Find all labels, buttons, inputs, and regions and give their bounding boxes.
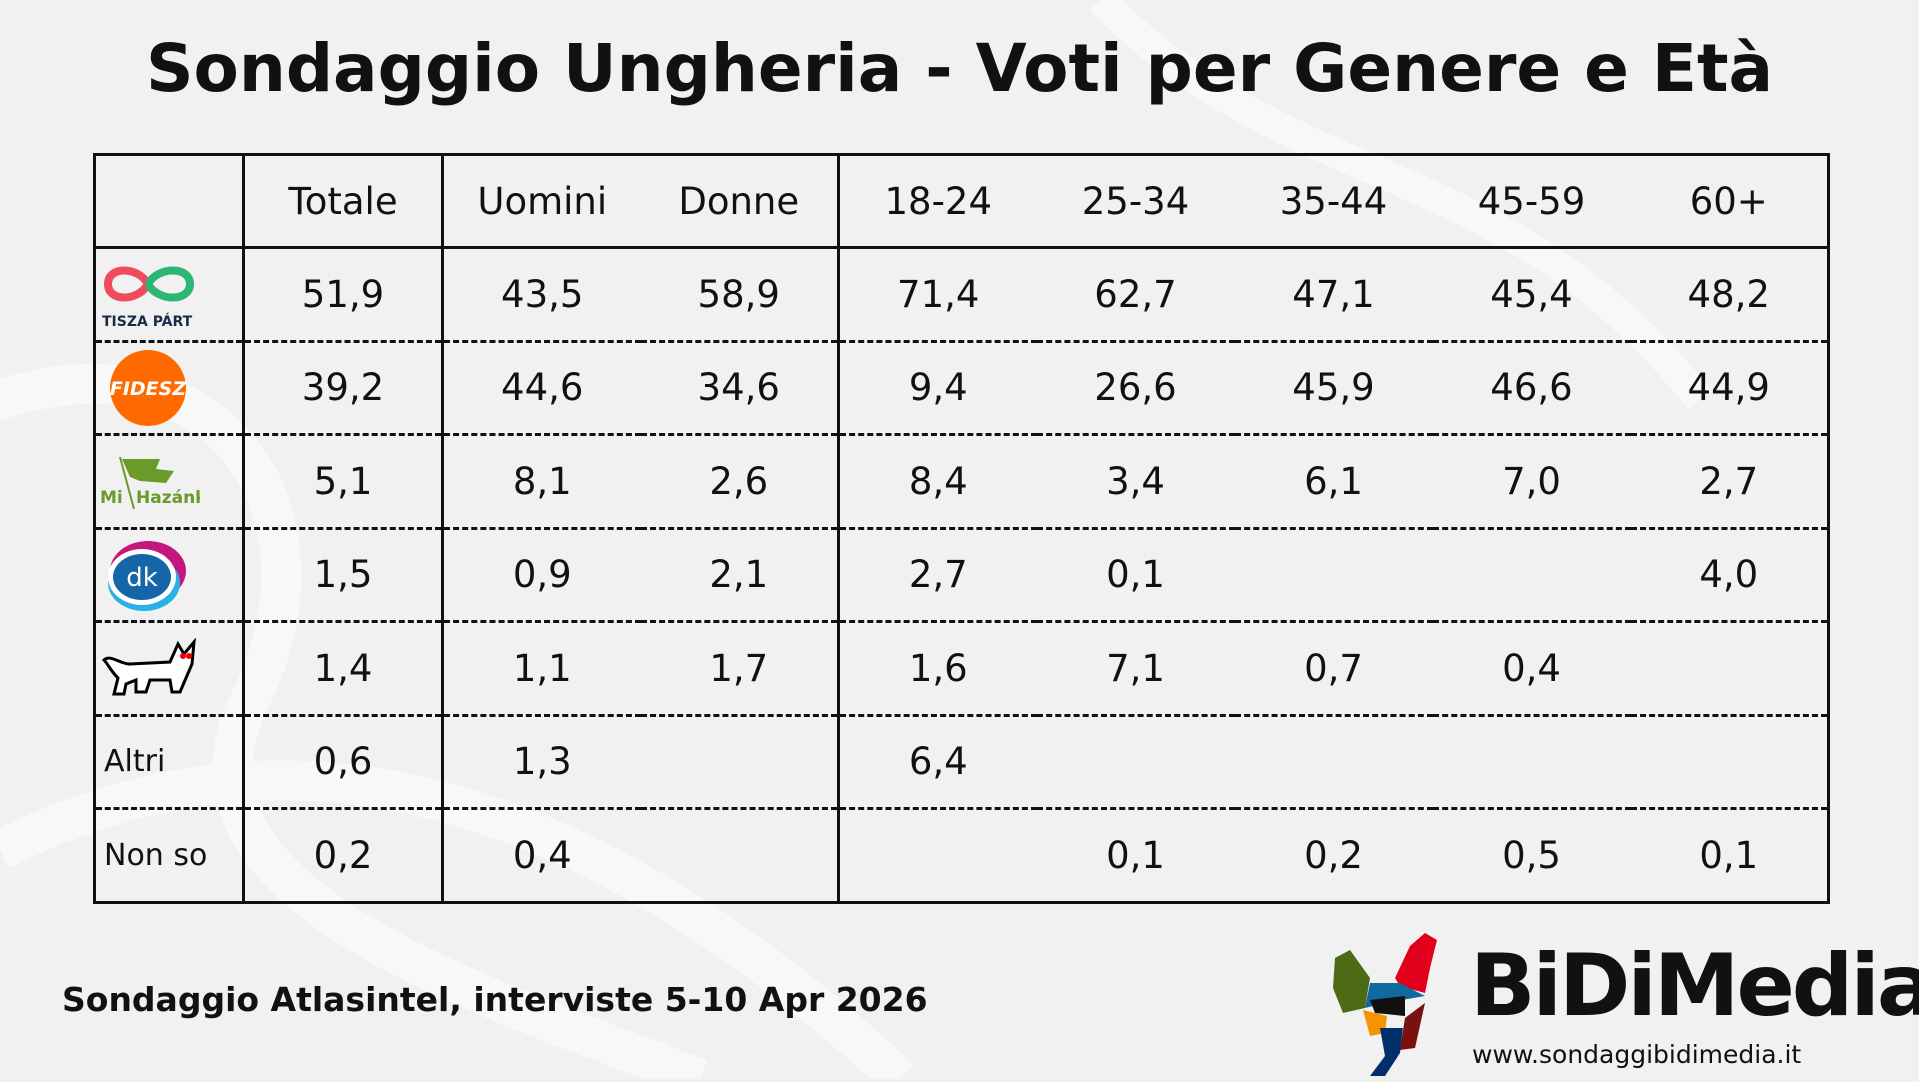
cell: 0,7	[1234, 621, 1433, 717]
header-totale: Totale	[243, 154, 444, 249]
header-blank	[94, 154, 245, 249]
cell: 26,6	[1036, 341, 1235, 436]
bidimedia-logo: BiDiMedia www.sondaggibidimedia.it	[1325, 928, 1919, 1078]
cell: 45,9	[1234, 341, 1433, 436]
cell: 5,1	[243, 434, 444, 530]
cell	[1432, 528, 1631, 623]
cell: 44,9	[1630, 341, 1829, 436]
cell: 62,7	[1036, 247, 1235, 343]
cell	[640, 808, 840, 902]
cell: 3,4	[1036, 434, 1235, 530]
cell: 1,7	[640, 621, 840, 717]
table-row-altri: Altri 0,6 1,3 6,4	[94, 715, 1829, 810]
cell: 1,3	[442, 715, 641, 810]
dk-logo: dk	[94, 528, 245, 623]
cell: 58,9	[640, 247, 840, 343]
cell: 0,1	[1036, 528, 1235, 623]
svg-text:dk: dk	[126, 563, 158, 593]
cell: 46,6	[1432, 341, 1631, 436]
cell: 2,6	[640, 434, 840, 530]
cell: 1,6	[838, 621, 1037, 717]
cell: 0,9	[442, 528, 641, 623]
cell: 43,5	[442, 247, 641, 343]
cell: 51,9	[243, 247, 444, 343]
cell: 7,0	[1432, 434, 1631, 530]
cell: 2,1	[640, 528, 840, 623]
row-label: Altri	[94, 715, 245, 810]
footer-source: Sondaggio Atlasintel, interviste 5-10 Ap…	[62, 980, 928, 1019]
table-row-dk: dk 1,5 0,9 2,1 2,7 0,1 4,0	[94, 528, 1829, 623]
page-title: Sondaggio Ungheria - Voti per Genere e E…	[145, 30, 1774, 107]
cell: 44,6	[442, 341, 641, 436]
table-row-fidesz: FIDESZ 39,2 44,6 34,6 9,4 26,6 45,9 46,6…	[94, 341, 1829, 436]
cell: 8,4	[838, 434, 1037, 530]
row-label: Non so	[94, 808, 245, 902]
poll-table: Totale Uomini Donne 18-24 25-34 35-44 45…	[93, 153, 1830, 904]
table-row-non-so: Non so 0,2 0,4 0,1 0,2 0,5 0,1	[94, 808, 1829, 903]
cell: 0,1	[1699, 833, 1759, 877]
table-row-mkkp: 1,4 1,1 1,7 1,6 7,1 0,7 0,4	[94, 621, 1829, 717]
brand-name: BiDiMedia	[1470, 936, 1919, 1036]
cell: 6,4	[838, 715, 1037, 810]
cell: 48,2	[1630, 247, 1829, 343]
table-row-mihazank: Mi Hazánk 5,1 8,1 2,6 8,4 3,4 6,1 7,0 2,…	[94, 434, 1829, 530]
cell: 2,7	[838, 528, 1037, 623]
cell: 71,4	[838, 247, 1037, 343]
cell: 8,1	[442, 434, 641, 530]
header-45-59: 45-59	[1432, 154, 1631, 249]
cell: 0,5	[1502, 833, 1561, 877]
tisza-logo: TISZA PÁRT	[94, 247, 245, 343]
header-row: Totale Uomini Donne 18-24 25-34 35-44 45…	[94, 154, 1829, 249]
header-60plus: 60+	[1630, 154, 1829, 249]
header-35-44: 35-44	[1234, 154, 1433, 249]
cell: 34,6	[640, 341, 840, 436]
cell: 45,4	[1432, 247, 1631, 343]
cell: 0,6	[243, 715, 444, 810]
header-18-24: 18-24	[838, 154, 1037, 249]
cell	[1234, 528, 1433, 623]
cell: 1,1	[442, 621, 641, 717]
svg-text:Hazánk: Hazánk	[136, 488, 200, 508]
cell	[839, 809, 1037, 903]
cell: 7,1	[1036, 621, 1235, 717]
cell	[1036, 715, 1235, 810]
cell: 0,4	[512, 833, 572, 877]
header-uomini: Uomini	[442, 154, 641, 249]
mi-hazank-logo: Mi Hazánk	[94, 434, 245, 530]
cell: 1,4	[243, 621, 444, 717]
cell: 0,2	[1304, 833, 1363, 877]
cell: 0,4	[1432, 621, 1631, 717]
cell	[640, 715, 840, 810]
cell: 0,2	[243, 808, 444, 902]
dog-logo	[94, 621, 245, 717]
cell	[1432, 715, 1631, 810]
header-donne: Donne	[640, 154, 840, 249]
brand-url: www.sondaggibidimedia.it	[1472, 1040, 1802, 1069]
cell	[1234, 715, 1433, 810]
fidesz-logo: FIDESZ	[94, 341, 245, 436]
svg-text:Mi: Mi	[100, 488, 123, 508]
cell: 1,5	[243, 528, 444, 623]
cell: 4,0	[1630, 528, 1829, 623]
cell: 2,7	[1630, 434, 1829, 530]
cell	[1630, 715, 1829, 810]
cell: 6,1	[1234, 434, 1433, 530]
svg-text:TISZA PÁRT: TISZA PÁRT	[102, 313, 193, 330]
cell	[1630, 621, 1829, 717]
table-row-tisza: TISZA PÁRT 51,9 43,5 58,9 71,4 62,7 47,1…	[94, 247, 1829, 343]
header-25-34: 25-34	[1036, 154, 1235, 249]
cell: 39,2	[243, 341, 444, 436]
rooster-icon	[1333, 933, 1437, 1076]
cell: 0,1	[1106, 833, 1165, 877]
svg-text:FIDESZ: FIDESZ	[110, 378, 187, 400]
cell: 47,1	[1234, 247, 1433, 343]
cell: 9,4	[838, 341, 1037, 436]
